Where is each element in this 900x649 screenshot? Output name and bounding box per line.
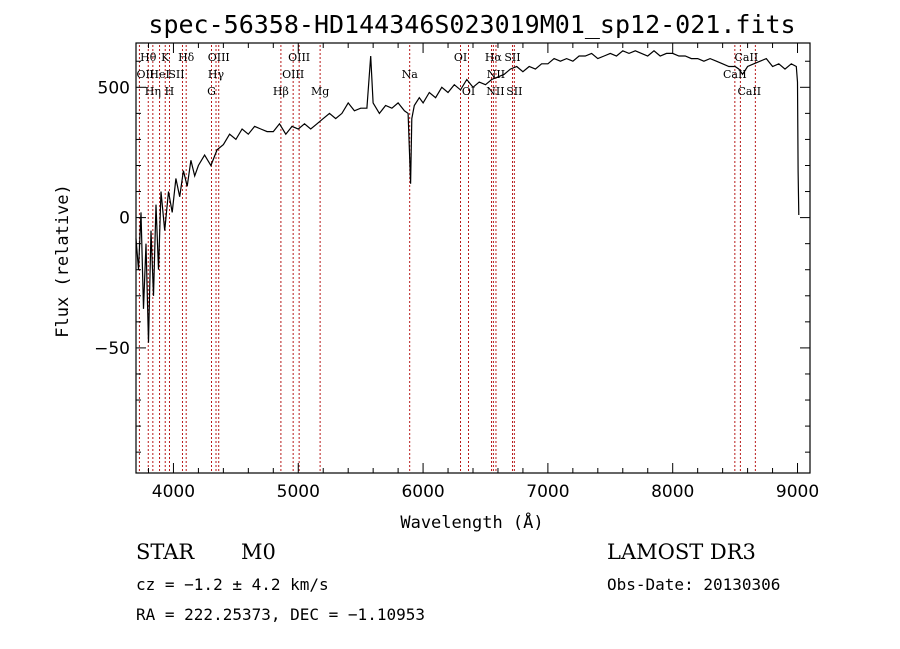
y-tick-label: 500 xyxy=(98,78,130,98)
line-label: Na xyxy=(402,68,419,81)
line-label: K xyxy=(161,51,170,64)
chart-title: spec-56358-HD144346S023019M01_sp12-021.f… xyxy=(148,10,795,39)
spectral-line-markers xyxy=(138,45,756,473)
line-label: NII xyxy=(487,68,505,81)
x-tick-label: 6000 xyxy=(401,482,444,502)
x-tick-label: 7000 xyxy=(526,482,569,502)
spectrum-line xyxy=(135,50,800,343)
y-axis-ticks: −50 0 500 xyxy=(94,60,810,453)
object-type: STAR xyxy=(136,540,195,564)
x-tick-label: 8000 xyxy=(651,482,694,502)
y-tick-label: −50 xyxy=(94,339,130,359)
line-label: Hγ xyxy=(208,68,225,81)
object-subclass: M0 xyxy=(241,540,276,564)
x-tick-label: 9000 xyxy=(776,482,819,502)
line-label: Hθ xyxy=(140,51,157,64)
line-label: OI xyxy=(454,51,467,64)
line-label: Hη xyxy=(145,85,161,98)
redshift-cz: cz = −1.2 ± 4.2 km/s xyxy=(136,575,329,594)
line-label: G xyxy=(207,85,216,98)
observation-date: Obs-Date: 20130306 xyxy=(607,575,781,594)
line-label: Hδ xyxy=(178,51,195,64)
line-label: NII xyxy=(486,85,504,98)
line-label: OIII xyxy=(288,51,310,64)
line-label: CaII xyxy=(737,85,761,98)
line-label: Mg xyxy=(311,85,329,98)
line-label: CaII xyxy=(735,51,759,64)
survey-name: LAMOST DR3 xyxy=(607,540,756,564)
x-axis-ticks: 4000 5000 6000 7000 8000 9000 xyxy=(147,43,819,502)
y-tick-label: 0 xyxy=(119,209,130,229)
x-tick-label: 5000 xyxy=(277,482,320,502)
x-axis-label: Wavelength (Å) xyxy=(400,511,543,533)
line-label: SII xyxy=(504,51,520,64)
line-label: HeI xyxy=(149,68,169,81)
line-label: SII xyxy=(168,68,184,81)
line-label: OIII xyxy=(208,51,230,64)
line-label: Hα xyxy=(485,51,503,64)
spectral-line-labels: Hθ OII Hη K HeI H Hδ SII OIII Hγ G Hβ OIII OIII Mg Na OI… xyxy=(137,51,762,98)
line-label: OIII xyxy=(282,68,304,81)
plot-frame xyxy=(135,42,811,474)
coordinates: RA = 222.25373, DEC = −1.10953 xyxy=(136,605,425,624)
line-label: Hβ xyxy=(273,85,289,98)
line-label: H xyxy=(165,85,175,98)
line-label: OI xyxy=(462,85,475,98)
y-axis-label: Flux (relative) xyxy=(53,184,73,338)
line-label: SII xyxy=(506,85,522,98)
line-label: OII xyxy=(137,68,155,81)
x-tick-label: 4000 xyxy=(152,482,195,502)
